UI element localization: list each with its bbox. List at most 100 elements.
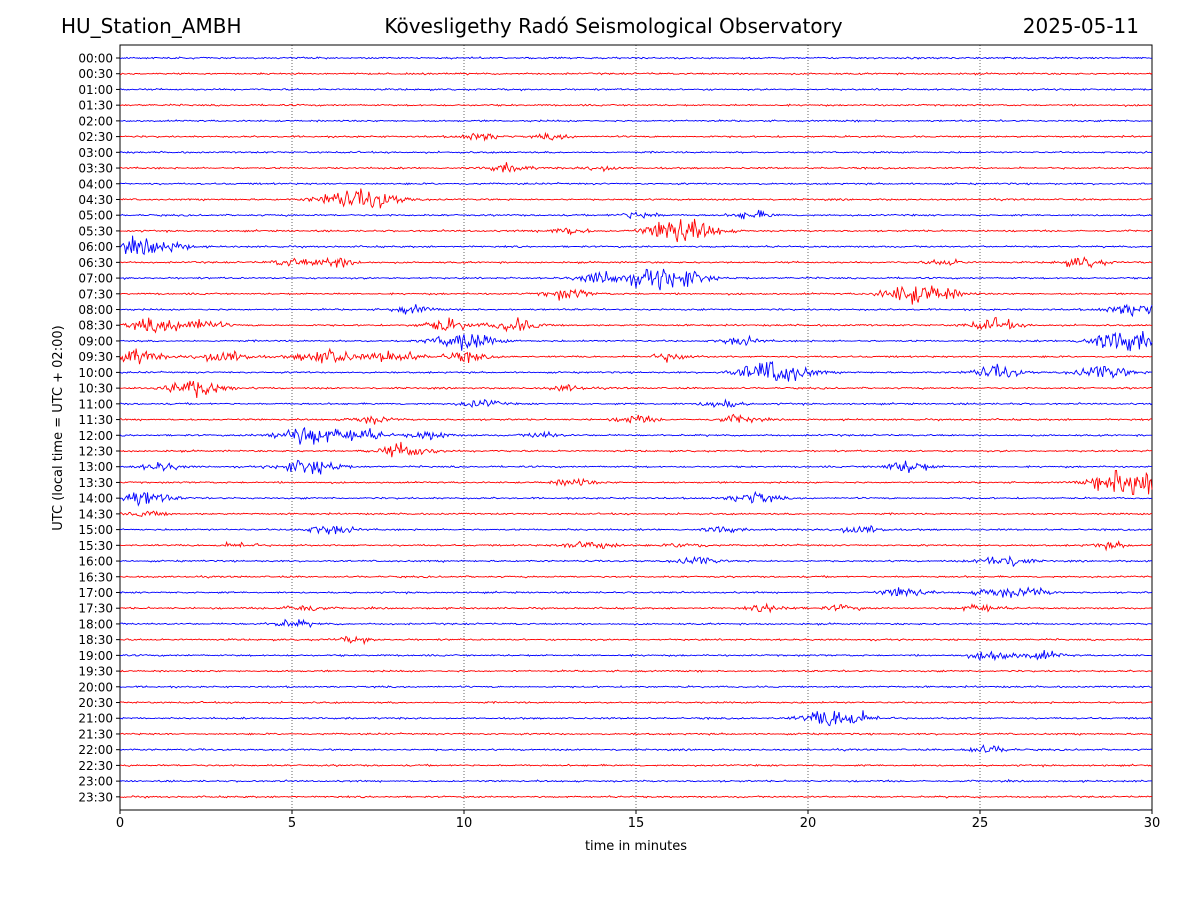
trace-line	[119, 150, 1153, 154]
y-tick-label: 02:00	[78, 114, 113, 128]
y-tick-label: 13:00	[78, 460, 113, 474]
trace-line	[119, 795, 1153, 799]
y-tick-label: 21:00	[78, 712, 113, 726]
trace-line	[119, 618, 1153, 629]
y-tick-label: 03:30	[78, 162, 113, 176]
y-tick-label: 20:00	[78, 680, 113, 694]
trace-line	[119, 209, 1152, 220]
y-tick-label: 17:00	[78, 586, 113, 600]
trace-line	[119, 71, 1153, 76]
trace-line	[119, 181, 1153, 186]
y-tick-label: 21:30	[78, 727, 113, 741]
trace-line	[119, 778, 1153, 783]
x-tick-label: 30	[1144, 816, 1161, 831]
trace-line	[120, 650, 1153, 662]
trace-line	[119, 685, 1153, 689]
x-tick-group: 0 5 10 15 20 25 30	[116, 810, 1160, 831]
y-tick-label: 19:30	[78, 665, 113, 679]
y-tick-label: 01:30	[78, 99, 113, 113]
trace-line	[119, 539, 1153, 552]
y-tick-label: 23:00	[78, 775, 113, 789]
y-tick-label: 14:00	[78, 492, 113, 506]
x-tick-label: 5	[288, 816, 296, 831]
y-tick-label: 03:00	[78, 146, 113, 160]
trace-line	[119, 586, 1153, 598]
trace-line	[119, 555, 1153, 568]
y-tick-label: 16:30	[78, 570, 113, 584]
y-tick-label: 10:30	[78, 382, 113, 396]
y-tick-label: 05:30	[78, 224, 113, 238]
trace-line	[119, 360, 1153, 382]
trace-line	[119, 763, 1153, 768]
y-tick-label: 04:00	[78, 177, 113, 191]
trace-line	[119, 87, 1153, 92]
x-tick-label: 25	[972, 816, 989, 831]
chart-date: 2025-05-11	[1022, 14, 1139, 38]
y-tick-label: 06:30	[78, 256, 113, 270]
y-tick-label: 00:30	[78, 67, 113, 81]
trace-line	[119, 710, 1153, 727]
grid-lines	[291, 45, 981, 810]
y-tick-label: 06:00	[78, 240, 113, 254]
y-tick-label: 09:30	[78, 350, 113, 364]
y-tick-label: 22:00	[78, 743, 113, 757]
y-tick-label: 22:30	[78, 759, 113, 773]
y-tick-label: 23:30	[78, 790, 113, 804]
y-tick-label: 17:30	[78, 602, 113, 616]
y-tick-label: 18:30	[78, 633, 113, 647]
trace-line	[119, 732, 1153, 736]
y-tick-label: 16:00	[78, 555, 113, 569]
trace-line	[119, 413, 1153, 425]
y-tick-label: 11:30	[78, 413, 113, 427]
y-tick-label: 15:00	[78, 523, 113, 537]
trace-line	[119, 602, 1152, 614]
trace-line	[120, 119, 1153, 123]
x-tick-label: 20	[800, 816, 817, 831]
station-name: HU_Station_AMBH	[61, 14, 242, 38]
trace-line	[120, 162, 1153, 173]
trace-line	[119, 459, 1152, 475]
trace-line	[119, 669, 1153, 673]
y-tick-label: 09:00	[78, 334, 113, 348]
trace-line	[120, 316, 1153, 334]
x-axis-label: time in minutes	[585, 839, 687, 854]
y-tick-label: 12:00	[78, 429, 113, 443]
y-tick-label: 04:30	[78, 193, 113, 207]
trace-line	[119, 398, 1153, 409]
trace-line	[119, 380, 1153, 399]
trace-line	[119, 744, 1153, 753]
y-tick-label: 01:00	[78, 83, 113, 97]
trace-line	[119, 103, 1153, 108]
trace-line	[119, 218, 1153, 243]
trace-line	[119, 188, 1153, 209]
y-tick-label: 07:00	[78, 272, 113, 286]
trace-line	[119, 268, 1153, 291]
y-tick-label: 11:00	[78, 397, 113, 411]
x-tick-label: 10	[456, 816, 473, 831]
y-tick-label: 20:30	[78, 696, 113, 710]
y-tick-label: 18:00	[78, 617, 113, 631]
trace-line	[119, 700, 1153, 705]
trace-line	[119, 510, 1153, 518]
trace-line	[120, 56, 1153, 60]
trace-line	[119, 469, 1153, 495]
chart-title: Kövesligethy Radó Seismological Observat…	[384, 14, 843, 38]
x-tick-label: 0	[116, 816, 124, 831]
trace-line	[119, 347, 1153, 365]
trace-line	[119, 285, 1153, 305]
y-tick-label: 14:30	[78, 507, 113, 521]
trace-line	[119, 490, 1153, 507]
y-tick-label: 15:30	[78, 539, 113, 553]
y-tick-label: 13:30	[78, 476, 113, 490]
y-tick-label: 08:00	[78, 303, 113, 317]
y-tick-label: 12:30	[78, 445, 113, 459]
trace-line	[119, 426, 1153, 445]
x-tick-label: 15	[628, 816, 645, 831]
y-axis-label: UTC (local time = UTC + 02:00)	[51, 325, 66, 530]
y-tick-label: 02:30	[78, 130, 113, 144]
trace-line	[119, 524, 1153, 535]
trace-line	[119, 235, 1152, 256]
trace-group	[119, 56, 1153, 799]
trace-line	[119, 635, 1153, 646]
